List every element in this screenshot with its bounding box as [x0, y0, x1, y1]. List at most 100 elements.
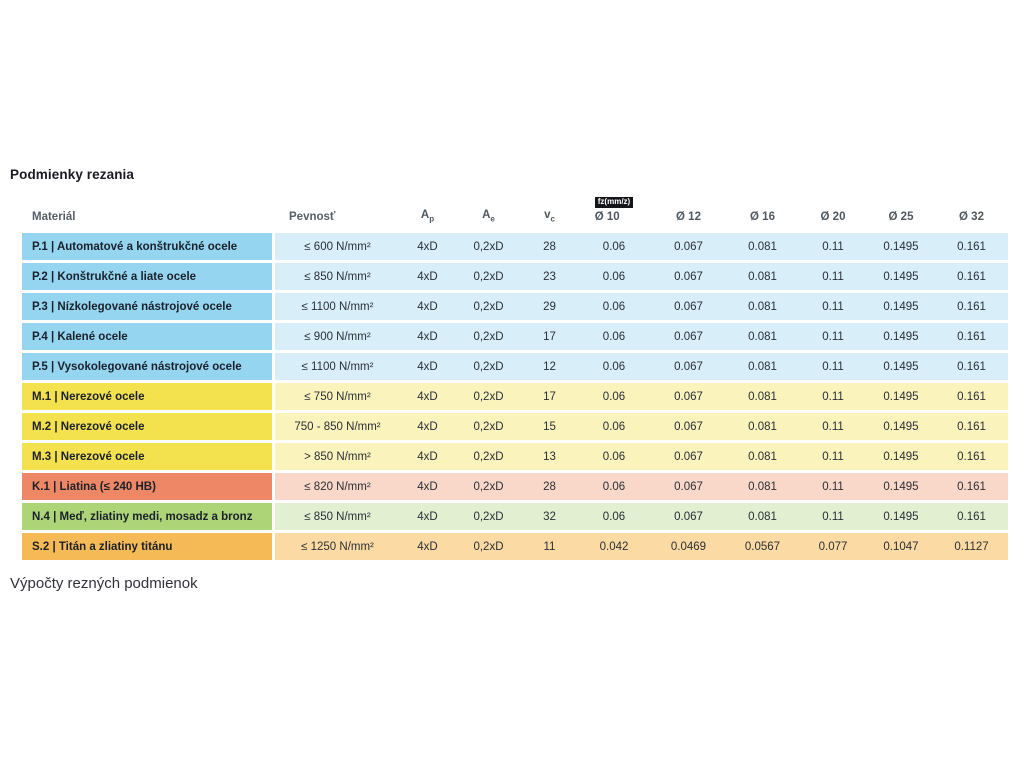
cell-ae: 0,2xD [455, 503, 522, 530]
table-body: P.1 | Automatové a konštrukčné ocele ≤ 60… [22, 233, 1008, 560]
table-header-row: Materiál Pevnosť Ap Ae vc fz(mm/z) Ø 10 … [22, 197, 1008, 230]
cell-material: P.4 | Kalené ocele [22, 323, 275, 350]
cell-fz-d16: 0.081 [726, 443, 799, 470]
cell-strength: ≤ 850 N/mm² [275, 263, 400, 290]
cell-fz-d12: 0.067 [651, 383, 726, 410]
table-row: M.1 | Nerezové ocele ≤ 750 N/mm² 4xD 0,2xD 1… [22, 383, 1008, 410]
col-header-d10: fz(mm/z) Ø 10 [577, 197, 651, 230]
cell-material: P.3 | Nízkolegované nástrojové ocele [22, 293, 275, 320]
page-title: Podmienky rezania [10, 167, 134, 182]
cell-fz-d12: 0.067 [651, 413, 726, 440]
cell-fz-d25: 0.1495 [867, 263, 935, 290]
table-row: M.3 | Nerezové ocele > 850 N/mm² 4xD 0,2xD 1… [22, 443, 1008, 470]
cell-fz-d32: 0.161 [935, 323, 1008, 350]
cell-fz-d25: 0.1495 [867, 473, 935, 500]
table-row: N.4 | Meď, zliatiny medi, mosadz a bronz… [22, 503, 1008, 530]
table-row: P.4 | Kalené ocele ≤ 900 N/mm² 4xD 0,2xD 17 0… [22, 323, 1008, 350]
cell-fz-d25: 0.1495 [867, 233, 935, 260]
col-header-ap: Ap [400, 197, 455, 230]
cell-fz-d25: 0.1047 [867, 533, 935, 560]
cell-material: M.2 | Nerezové ocele [22, 413, 275, 440]
cell-fz-d16: 0.081 [726, 473, 799, 500]
col-header-d16: Ø 16 [726, 197, 799, 230]
cell-fz-d10: 0.06 [577, 323, 651, 350]
col-header-ae: Ae [455, 197, 522, 230]
cell-ap: 4xD [400, 413, 455, 440]
cell-material: S.2 | Titán a zliatiny titánu [22, 533, 275, 560]
cell-ap: 4xD [400, 233, 455, 260]
table-row: M.2 | Nerezové ocele 750 - 850 N/mm² 4xD 0,… [22, 413, 1008, 440]
cell-fz-d10: 0.06 [577, 473, 651, 500]
cell-fz-d20: 0.11 [799, 473, 867, 500]
cell-strength: ≤ 820 N/mm² [275, 473, 400, 500]
cell-vc: 23 [522, 263, 577, 290]
cell-fz-d10: 0.042 [577, 533, 651, 560]
cell-material: M.1 | Nerezové ocele [22, 383, 275, 410]
col-header-d20: Ø 20 [799, 197, 867, 230]
col-header-d32: Ø 32 [935, 197, 1008, 230]
cell-strength: ≤ 900 N/mm² [275, 323, 400, 350]
table-row: K.1 | Liatina (≤ 240 HB) ≤ 820 N/mm² 4xD 0,… [22, 473, 1008, 500]
cell-fz-d12: 0.067 [651, 353, 726, 380]
cell-fz-d20: 0.11 [799, 263, 867, 290]
cell-fz-d16: 0.0567 [726, 533, 799, 560]
cell-vc: 28 [522, 473, 577, 500]
cell-fz-d32: 0.161 [935, 473, 1008, 500]
cell-fz-d20: 0.11 [799, 293, 867, 320]
cell-fz-d20: 0.11 [799, 383, 867, 410]
cell-fz-d32: 0.1127 [935, 533, 1008, 560]
cell-fz-d25: 0.1495 [867, 383, 935, 410]
cell-ap: 4xD [400, 533, 455, 560]
cell-ae: 0,2xD [455, 533, 522, 560]
cutting-conditions-table: Materiál Pevnosť Ap Ae vc fz(mm/z) Ø 10 … [22, 194, 1008, 563]
cell-fz-d10: 0.06 [577, 383, 651, 410]
cell-strength: > 850 N/mm² [275, 443, 400, 470]
cell-strength: 750 - 850 N/mm² [275, 413, 400, 440]
cell-vc: 17 [522, 383, 577, 410]
cell-fz-d25: 0.1495 [867, 413, 935, 440]
cell-ap: 4xD [400, 383, 455, 410]
col-header-d25: Ø 25 [867, 197, 935, 230]
fz-unit-badge: fz(mm/z) [594, 197, 634, 208]
cell-strength: ≤ 600 N/mm² [275, 233, 400, 260]
col-header-d12: Ø 12 [651, 197, 726, 230]
cell-ae: 0,2xD [455, 413, 522, 440]
cell-fz-d20: 0.11 [799, 323, 867, 350]
cell-fz-d10: 0.06 [577, 413, 651, 440]
table-row: P.2 | Konštrukčné a liate ocele ≤ 850 N/m… [22, 263, 1008, 290]
cell-fz-d32: 0.161 [935, 443, 1008, 470]
cell-fz-d16: 0.081 [726, 503, 799, 530]
cell-fz-d20: 0.11 [799, 353, 867, 380]
cell-material: K.1 | Liatina (≤ 240 HB) [22, 473, 275, 500]
table-row: P.1 | Automatové a konštrukčné ocele ≤ 60… [22, 233, 1008, 260]
table-row: P.5 | Vysokolegované nástrojové ocele ≤ 1… [22, 353, 1008, 380]
cell-vc: 17 [522, 323, 577, 350]
cell-fz-d12: 0.067 [651, 503, 726, 530]
cell-fz-d12: 0.0469 [651, 533, 726, 560]
cell-fz-d10: 0.06 [577, 293, 651, 320]
section-footer-text: Výpočty rezných podmienok [10, 575, 198, 592]
cell-material: P.2 | Konštrukčné a liate ocele [22, 263, 275, 290]
cell-fz-d32: 0.161 [935, 383, 1008, 410]
cell-material: P.1 | Automatové a konštrukčné ocele [22, 233, 275, 260]
cell-ap: 4xD [400, 353, 455, 380]
cell-fz-d32: 0.161 [935, 353, 1008, 380]
cell-ap: 4xD [400, 443, 455, 470]
table-row: S.2 | Titán a zliatiny titánu ≤ 1250 N/mm… [22, 533, 1008, 560]
cell-vc: 29 [522, 293, 577, 320]
cell-strength: ≤ 1100 N/mm² [275, 353, 400, 380]
cell-fz-d16: 0.081 [726, 383, 799, 410]
cell-fz-d10: 0.06 [577, 233, 651, 260]
cell-fz-d32: 0.161 [935, 233, 1008, 260]
col-header-vc: vc [522, 197, 577, 230]
cell-strength: ≤ 1250 N/mm² [275, 533, 400, 560]
cell-fz-d25: 0.1495 [867, 443, 935, 470]
cell-fz-d16: 0.081 [726, 293, 799, 320]
cell-ae: 0,2xD [455, 383, 522, 410]
cell-material: M.3 | Nerezové ocele [22, 443, 275, 470]
cell-fz-d12: 0.067 [651, 473, 726, 500]
cell-ap: 4xD [400, 263, 455, 290]
cell-fz-d20: 0.11 [799, 443, 867, 470]
cell-fz-d10: 0.06 [577, 353, 651, 380]
